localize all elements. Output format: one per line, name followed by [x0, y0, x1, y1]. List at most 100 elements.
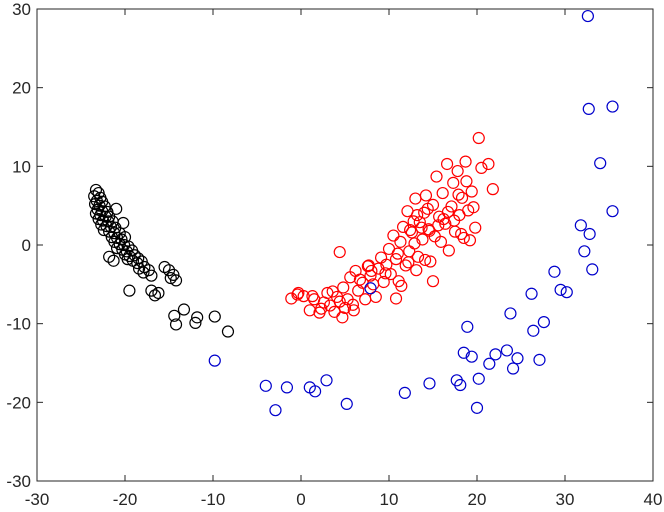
x-tick-label: 40 — [644, 490, 663, 509]
data-point — [269, 404, 282, 417]
data-point — [364, 282, 377, 295]
data-point — [440, 157, 454, 171]
y-tick-label: 10 — [12, 157, 31, 176]
data-point — [472, 131, 485, 145]
data-point — [475, 161, 488, 175]
data-point — [337, 281, 350, 294]
data-point — [441, 205, 455, 219]
y-tick-label: -20 — [6, 393, 31, 412]
data-point — [442, 244, 455, 257]
data-point — [110, 202, 123, 215]
data-point — [482, 157, 495, 171]
data-point — [423, 224, 436, 237]
data-point — [162, 264, 176, 277]
data-point — [113, 238, 126, 251]
data-point — [434, 235, 448, 248]
data-point — [511, 352, 524, 365]
data-point — [377, 275, 390, 289]
series-2 — [208, 9, 619, 417]
data-point — [506, 362, 520, 375]
data-point — [606, 100, 619, 113]
data-point — [560, 286, 573, 299]
data-point — [436, 186, 449, 200]
x-tick-label: 0 — [296, 490, 305, 509]
tick-labels: -30 -20 -10 0 10 20 30 40 -30 -20 -10 0 10 20 30 — [6, 0, 662, 509]
data-point — [470, 401, 484, 414]
data-point — [407, 215, 420, 228]
data-point — [554, 283, 567, 296]
data-point — [467, 201, 480, 214]
data-point — [454, 378, 467, 392]
data-point — [465, 350, 478, 363]
tick-marks — [36, 8, 654, 482]
data-point — [451, 164, 464, 178]
data-point — [169, 318, 183, 331]
data-point — [259, 379, 272, 392]
data-point — [336, 311, 349, 324]
data-point — [333, 245, 346, 259]
data-point — [457, 346, 470, 359]
y-tick-label: 30 — [12, 0, 31, 19]
data-point — [145, 269, 158, 282]
data-point — [418, 253, 432, 267]
data-point — [583, 227, 596, 241]
data-point — [326, 285, 339, 298]
x-tick-label: -20 — [113, 490, 138, 509]
data-point — [313, 306, 326, 319]
data-point — [389, 292, 403, 305]
data-point — [387, 229, 400, 242]
data-point — [128, 249, 141, 262]
data-point — [117, 216, 130, 230]
data-point — [164, 271, 177, 285]
data-point — [177, 303, 191, 316]
data-points — [88, 9, 619, 417]
data-point — [221, 325, 235, 338]
data-point — [320, 374, 333, 387]
data-point — [191, 311, 204, 324]
data-point — [582, 102, 595, 116]
data-point — [404, 223, 417, 237]
data-point — [100, 220, 113, 233]
data-point — [416, 233, 429, 246]
data-point — [347, 304, 360, 317]
data-point — [525, 287, 538, 300]
data-point — [391, 247, 404, 260]
data-point — [95, 218, 108, 231]
data-point — [578, 245, 591, 258]
data-point — [291, 288, 304, 301]
data-point — [409, 192, 422, 205]
x-tick-label: 20 — [468, 490, 487, 509]
data-point — [419, 189, 433, 202]
data-point — [408, 237, 421, 250]
data-point — [504, 307, 517, 320]
data-point — [189, 316, 202, 329]
data-point — [586, 263, 599, 276]
data-point — [384, 268, 397, 281]
data-point — [398, 386, 411, 399]
data-point — [353, 273, 367, 286]
data-point — [411, 209, 424, 222]
data-point — [292, 286, 305, 300]
data-point — [459, 155, 472, 168]
data-point — [455, 227, 468, 241]
data-point — [280, 381, 294, 394]
data-point — [396, 220, 410, 234]
data-point — [340, 397, 353, 411]
data-point — [303, 304, 316, 317]
data-point — [346, 298, 360, 311]
data-point — [123, 284, 136, 297]
data-point — [527, 324, 540, 337]
data-point — [533, 353, 546, 366]
data-point — [359, 293, 372, 306]
data-point — [208, 354, 221, 367]
data-point — [395, 279, 408, 293]
data-point — [486, 183, 499, 196]
x-tick-label: 10 — [380, 490, 399, 509]
data-point — [137, 266, 150, 279]
data-point — [461, 320, 474, 333]
series-0 — [88, 183, 235, 338]
data-point — [606, 205, 619, 218]
data-point — [421, 202, 434, 215]
data-point — [306, 290, 319, 303]
